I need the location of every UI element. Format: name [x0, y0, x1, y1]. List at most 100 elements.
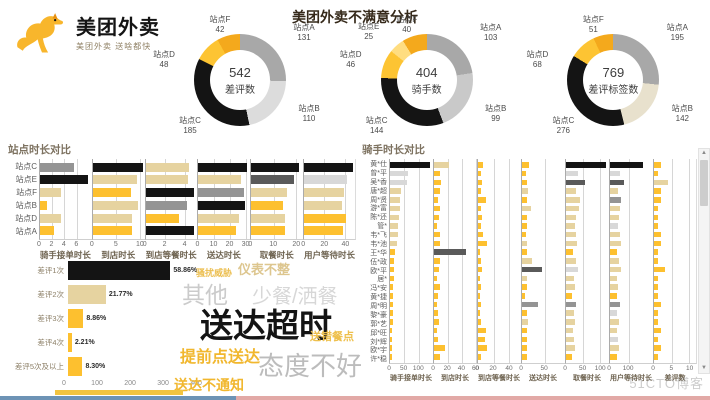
- gridline: [52, 159, 54, 239]
- wordcloud-word: 少餐/洒餐: [252, 286, 338, 308]
- bar: [198, 162, 248, 172]
- bar: [390, 231, 399, 238]
- category-label: 周*贤: [370, 196, 387, 204]
- donut-segment-label: 站点E 25: [358, 22, 380, 41]
- bar: [522, 214, 528, 221]
- bar: [566, 275, 574, 282]
- axis-tick: 100: [594, 365, 606, 372]
- bar: [566, 301, 577, 308]
- bar: [390, 284, 394, 290]
- axis-tick: 4: [182, 241, 187, 248]
- scrollbar-thumb[interactable]: [700, 160, 708, 206]
- axis-tick: 0: [519, 365, 523, 372]
- gridline: [324, 159, 326, 239]
- bar: [390, 214, 399, 221]
- category-label: 郭*艺: [370, 320, 387, 328]
- axis-tick: 0: [195, 241, 200, 248]
- axis-tick: 0: [142, 241, 147, 248]
- axis-tick: 50: [540, 365, 548, 372]
- axis-tick: 10: [135, 241, 144, 248]
- rider-list-scrollbar[interactable]: ▲ ▼: [698, 148, 710, 374]
- rider-category-labels: 黄*仕 曾*平 吴*香 唐*超 周*贤 游*富 陈*还 管* 韦*飞 韦*池 王*华 伍*政 欧*平 居*…: [360, 159, 389, 363]
- bar: [434, 301, 438, 308]
- review-x-axis: 0 100 200 300 400: [62, 378, 206, 390]
- gridline: [229, 159, 231, 239]
- bar: [390, 205, 400, 212]
- panel-label: 取餐时长: [573, 375, 601, 382]
- gridline: [544, 159, 546, 363]
- bar: [390, 336, 393, 343]
- bar: [145, 200, 187, 210]
- gridline: [245, 159, 247, 239]
- panel-label: 到店等餐时长: [478, 375, 520, 382]
- bar: [478, 223, 482, 229]
- donut-segment-label: 站点D 68: [526, 50, 549, 69]
- bar: [566, 197, 581, 203]
- bar: [566, 293, 573, 299]
- bar: [610, 354, 617, 360]
- review-category-label: 差评5次及以上: [14, 361, 64, 371]
- bar: [610, 214, 619, 221]
- bar: [654, 214, 658, 221]
- axis-tick: 20: [292, 241, 301, 248]
- bar: [251, 213, 286, 223]
- bar: [434, 293, 439, 299]
- category-label: 唐*超: [370, 187, 387, 195]
- bar: [654, 205, 658, 212]
- chart-panel: 0 10 20 取餐时长: [248, 159, 304, 262]
- bar: [304, 162, 353, 172]
- bar: [654, 258, 658, 264]
- bar: [390, 223, 399, 229]
- axis-tick: 0: [651, 365, 655, 372]
- data-label: 2.21%: [74, 338, 95, 346]
- bar: [522, 275, 528, 282]
- bar: [92, 175, 137, 185]
- donut-center-value: 542: [229, 64, 251, 80]
- gridline: [447, 159, 449, 363]
- bar: [566, 162, 606, 168]
- review-row: 差评3次 8.86%: [8, 306, 206, 330]
- scroll-up-icon[interactable]: ▲: [701, 150, 707, 156]
- category-label: 站点F: [16, 188, 37, 197]
- panel-label: 到店等餐时长: [145, 250, 197, 260]
- scroll-down-icon[interactable]: ▼: [701, 365, 707, 371]
- donut-segment-label: 站点B 99: [485, 104, 507, 123]
- gridline: [493, 159, 495, 363]
- bar: [478, 188, 482, 194]
- gridline: [475, 159, 477, 363]
- bar: [304, 200, 342, 210]
- bar: [478, 197, 486, 203]
- bar: [251, 226, 286, 236]
- bar: [390, 162, 430, 168]
- bar: [92, 200, 139, 210]
- bar: [390, 319, 393, 325]
- bar: [522, 336, 528, 343]
- chart-panel: 0 50 100 骑手接单时长: [387, 159, 433, 385]
- bar: [654, 188, 661, 194]
- bar: [390, 301, 393, 308]
- bar: [610, 240, 622, 247]
- bottom-strip-pink: [236, 396, 710, 400]
- bar: [390, 170, 408, 177]
- bar: [434, 319, 439, 325]
- gridline: [628, 159, 630, 363]
- bar: [145, 175, 188, 185]
- bar: [610, 275, 618, 282]
- brand-name: 美团外卖: [76, 17, 160, 39]
- bar: [522, 170, 526, 177]
- bar: [478, 327, 486, 334]
- watermark: 51CTO博客: [629, 376, 704, 391]
- gridline: [165, 159, 167, 239]
- bar: [304, 213, 346, 223]
- bar: [654, 293, 658, 299]
- axis-tick: 4: [61, 241, 66, 248]
- bar: [434, 162, 449, 168]
- category-label: 刘*辉: [370, 338, 387, 346]
- bar: [654, 249, 658, 255]
- bar: [390, 266, 394, 273]
- axis-tick: 100: [91, 380, 103, 387]
- brand-tagline: 美团外卖 送啥都快: [76, 42, 152, 51]
- axis-tick: 50: [578, 365, 587, 372]
- bar: [390, 179, 407, 186]
